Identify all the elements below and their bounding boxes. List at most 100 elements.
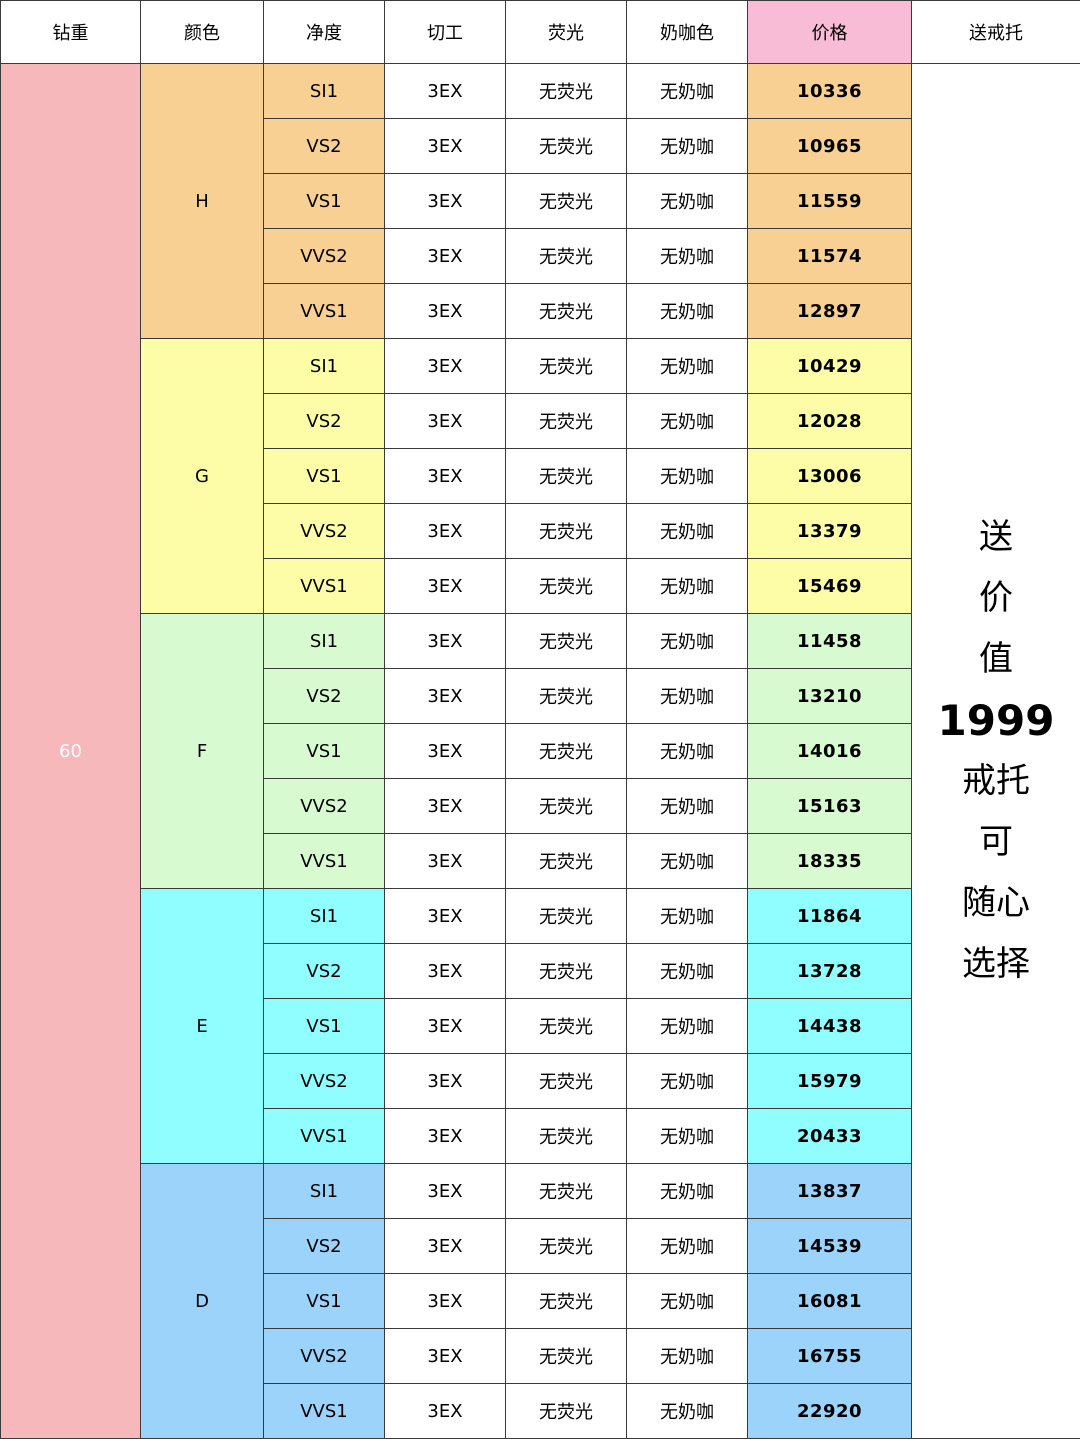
price-cell: 12028 [747, 393, 912, 449]
milky-cell: 无奶咖 [626, 998, 748, 1054]
cut-cell: 3EX [384, 558, 506, 614]
cut-cell: 3EX [384, 668, 506, 724]
clarity-cell: VVS2 [263, 1328, 385, 1384]
fluorescence-cell: 无荧光 [505, 833, 627, 889]
cut-cell: 3EX [384, 723, 506, 779]
promo-line: 选择 [962, 944, 1030, 984]
table-row: VS2 3EX 无荧光 无奶咖 13210 [1, 668, 1080, 724]
clarity-cell: VS2 [263, 393, 385, 449]
milky-cell: 无奶咖 [626, 118, 748, 174]
table-row: VVS2 3EX 无荧光 无奶咖 13379 [1, 503, 1080, 559]
milky-cell: 无奶咖 [626, 833, 748, 889]
price-cell: 13210 [747, 668, 912, 724]
cut-cell: 3EX [384, 998, 506, 1054]
color-grade-cell: F [140, 613, 264, 889]
cut-cell: 3EX [384, 118, 506, 174]
fluorescence-cell: 无荧光 [505, 668, 627, 724]
header-clarity: 净度 [263, 0, 385, 64]
cut-cell: 3EX [384, 1383, 506, 1439]
fluorescence-cell: 无荧光 [505, 338, 627, 394]
fluorescence-cell: 无荧光 [505, 1273, 627, 1329]
price-cell: 20433 [747, 1108, 912, 1164]
table-row: VVS2 3EX 无荧光 无奶咖 15163 [1, 778, 1080, 834]
header-fluorescence: 荧光 [505, 0, 627, 64]
clarity-cell: SI1 [263, 888, 385, 944]
header-cut: 切工 [384, 0, 506, 64]
cut-cell: 3EX [384, 833, 506, 889]
color-grade-cell: H [140, 63, 264, 339]
price-cell: 11574 [747, 228, 912, 284]
fluorescence-cell: 无荧光 [505, 888, 627, 944]
fluorescence-cell: 无荧光 [505, 173, 627, 229]
price-cell: 14539 [747, 1218, 912, 1274]
milky-cell: 无奶咖 [626, 1163, 748, 1219]
clarity-cell: VS1 [263, 998, 385, 1054]
clarity-cell: VVS1 [263, 833, 385, 889]
cut-cell: 3EX [384, 63, 506, 119]
cut-cell: 3EX [384, 393, 506, 449]
milky-cell: 无奶咖 [626, 1273, 748, 1329]
cut-cell: 3EX [384, 503, 506, 559]
promo-text: 送价值 1999 戒托可随心 选择 [913, 507, 1080, 995]
fluorescence-cell: 无荧光 [505, 63, 627, 119]
fluorescence-cell: 无荧光 [505, 393, 627, 449]
price-cell: 15979 [747, 1053, 912, 1109]
cut-cell: 3EX [384, 338, 506, 394]
clarity-cell: VVS1 [263, 283, 385, 339]
fluorescence-cell: 无荧光 [505, 778, 627, 834]
promo-line: 戒托 [962, 761, 1030, 801]
clarity-cell: SI1 [263, 63, 385, 119]
milky-cell: 无奶咖 [626, 228, 748, 284]
milky-cell: 无奶咖 [626, 888, 748, 944]
clarity-cell: VVS1 [263, 558, 385, 614]
clarity-cell: VVS2 [263, 778, 385, 834]
price-cell: 16081 [747, 1273, 912, 1329]
fluorescence-cell: 无荧光 [505, 558, 627, 614]
milky-cell: 无奶咖 [626, 558, 748, 614]
fluorescence-cell: 无荧光 [505, 118, 627, 174]
table-row: VVS1 3EX 无荧光 无奶咖 18335 [1, 833, 1080, 889]
price-cell: 15469 [747, 558, 912, 614]
cut-cell: 3EX [384, 613, 506, 669]
cut-cell: 3EX [384, 1273, 506, 1329]
table-row: VS1 3EX 无荧光 无奶咖 11559 [1, 173, 1080, 229]
clarity-cell: VVS2 [263, 1053, 385, 1109]
table-row: VVS2 3EX 无荧光 无奶咖 11574 [1, 228, 1080, 284]
price-cell: 15163 [747, 778, 912, 834]
milky-cell: 无奶咖 [626, 338, 748, 394]
milky-cell: 无奶咖 [626, 723, 748, 779]
cut-cell: 3EX [384, 1053, 506, 1109]
table-row: D SI1 3EX 无荧光 无奶咖 13837 [1, 1163, 1080, 1439]
promo-line: 送 [979, 517, 1013, 557]
fluorescence-cell: 无荧光 [505, 1218, 627, 1274]
price-cell: 11864 [747, 888, 912, 944]
table-row: VS2 3EX 无荧光 无奶咖 14539 [1, 1218, 1080, 1274]
milky-cell: 无奶咖 [626, 1218, 748, 1274]
fluorescence-cell: 无荧光 [505, 1053, 627, 1109]
clarity-cell: SI1 [263, 338, 385, 394]
table-row: G SI1 3EX 无荧光 无奶咖 10429 [1, 338, 1080, 614]
milky-cell: 无奶咖 [626, 173, 748, 229]
promo-line: 值 [979, 639, 1013, 679]
clarity-cell: SI1 [263, 613, 385, 669]
table-row: VS1 3EX 无荧光 无奶咖 14438 [1, 998, 1080, 1054]
clarity-cell: VS2 [263, 943, 385, 999]
clarity-cell: VS1 [263, 448, 385, 504]
color-grade-cell: E [140, 888, 264, 1164]
clarity-cell: VVS2 [263, 228, 385, 284]
clarity-cell: VS2 [263, 668, 385, 724]
fluorescence-cell: 无荧光 [505, 448, 627, 504]
milky-cell: 无奶咖 [626, 448, 748, 504]
header-row: 钻重 颜色 净度 切工 荧光 奶咖色 价格 送戒托 [0, 0, 1080, 64]
price-cell: 13837 [747, 1163, 912, 1219]
table-row: 60 H SI1 3EX 无荧光 无奶咖 10336 送价值 1999 戒托可随心 选择 [0, 63, 1080, 1439]
header-milky: 奶咖色 [626, 0, 748, 64]
fluorescence-cell: 无荧光 [505, 943, 627, 999]
cut-cell: 3EX [384, 283, 506, 339]
fluorescence-cell: 无荧光 [505, 613, 627, 669]
milky-cell: 无奶咖 [626, 1328, 748, 1384]
header-weight: 钻重 [0, 0, 141, 64]
price-cell: 11559 [747, 173, 912, 229]
fluorescence-cell: 无荧光 [505, 1328, 627, 1384]
cut-cell: 3EX [384, 778, 506, 834]
